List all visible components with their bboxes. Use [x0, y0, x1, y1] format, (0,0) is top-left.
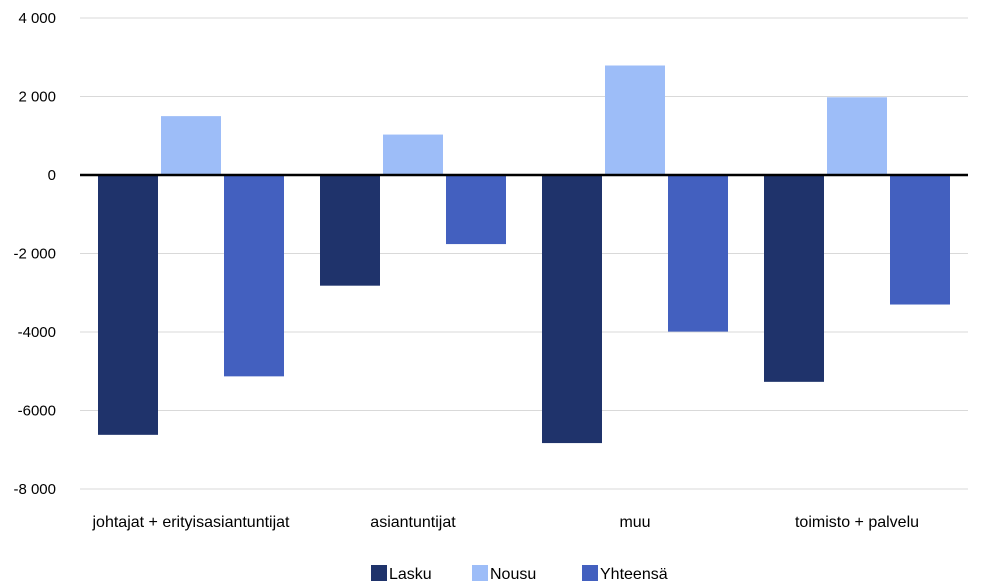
- y-tick-label: -8 000: [13, 481, 56, 498]
- x-category-label: toimisto + palvelu: [795, 514, 919, 531]
- y-tick-label: 2 000: [18, 89, 56, 106]
- bar-yhteens--1: [446, 175, 506, 245]
- bar-lasku-3: [764, 175, 824, 382]
- bar-nousu-0: [161, 116, 221, 175]
- bar-yhteens--3: [890, 175, 950, 305]
- y-axis-tick-labels: 4 000 2 000 0 -2 000 -4000 -6000 -8 000: [13, 10, 56, 498]
- bar-yhteens--2: [668, 175, 728, 332]
- bar-nousu-2: [605, 65, 665, 175]
- x-category-label: johtajat + erityisasiantuntijat: [92, 514, 291, 531]
- legend: Lasku Nousu Yhteensä: [371, 565, 668, 583]
- bars: [98, 65, 950, 444]
- bar-nousu-3: [827, 97, 887, 175]
- bar-lasku-0: [98, 175, 158, 435]
- legend-swatch-0: [371, 565, 387, 581]
- bar-lasku-2: [542, 175, 602, 444]
- y-tick-label: -4000: [18, 324, 56, 341]
- legend-label-1: Nousu: [490, 566, 536, 583]
- y-tick-label: -2 000: [13, 246, 56, 263]
- bar-yhteens--0: [224, 175, 284, 377]
- y-tick-label: 4 000: [18, 10, 56, 27]
- legend-label-0: Lasku: [389, 566, 432, 583]
- legend-swatch-1: [472, 565, 488, 581]
- x-category-label: muu: [619, 514, 650, 531]
- x-axis-category-labels: johtajat + erityisasiantuntijat asiantunt…: [92, 514, 920, 531]
- legend-swatch-2: [582, 565, 598, 581]
- x-category-label: asiantuntijat: [370, 514, 456, 531]
- y-tick-label: -6000: [18, 403, 56, 420]
- gridlines: [80, 17, 968, 490]
- bar-lasku-1: [320, 175, 380, 286]
- bar-nousu-1: [383, 134, 443, 175]
- y-tick-label: 0: [48, 167, 56, 184]
- legend-label-2: Yhteensä: [600, 566, 668, 583]
